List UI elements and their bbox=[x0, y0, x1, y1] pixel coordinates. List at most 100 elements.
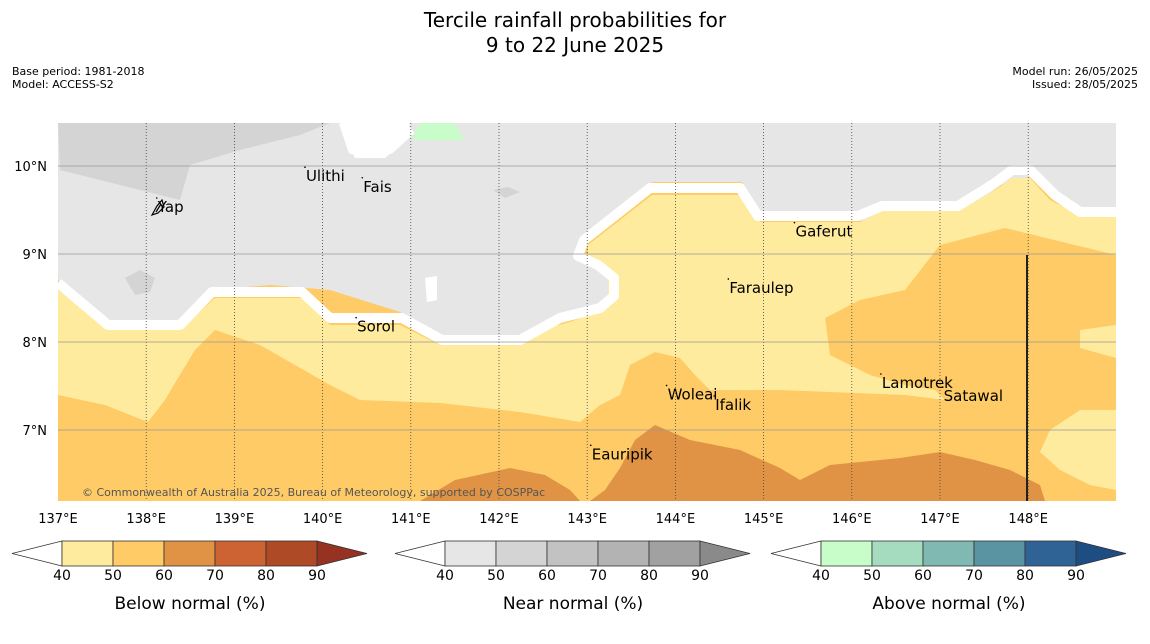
lon-tick-label: 138°E bbox=[126, 512, 166, 527]
place-marker bbox=[941, 386, 944, 389]
colorbar-near-normal-ticks: 40 50 60 70 80 90 bbox=[393, 568, 753, 588]
base-period: Base period: 1981-2018 bbox=[12, 65, 145, 78]
colorbar-near-normal-swatches bbox=[394, 540, 751, 567]
colorbar-swatch bbox=[163, 540, 216, 567]
colorbar-below-normal-label: Below normal (%) bbox=[114, 594, 266, 614]
place-label: Fais bbox=[363, 178, 392, 196]
below-normal-60-70-region-west bbox=[420, 468, 580, 501]
place-label: Faraulep bbox=[729, 279, 793, 297]
colorbar-tick-label: 70 bbox=[206, 568, 224, 584]
colorbar-extend-low bbox=[11, 540, 63, 567]
place-marker bbox=[665, 384, 668, 387]
colorbar-tick-label: 50 bbox=[104, 568, 122, 584]
colorbar-swatch bbox=[495, 540, 548, 567]
white-gap-islet bbox=[425, 276, 437, 302]
colorbar-extend-low bbox=[770, 540, 822, 567]
colorbar-swatch bbox=[546, 540, 599, 567]
longitude-gridlines bbox=[145, 123, 1029, 501]
near-normal-50-60-patch bbox=[125, 270, 155, 295]
lon-tick-label: 141°E bbox=[391, 512, 431, 527]
colorbar-swatch bbox=[1024, 540, 1077, 567]
lon-tick-label: 147°E bbox=[920, 512, 960, 527]
colorbar-above-normal-ticks: 40 50 60 70 80 90 bbox=[769, 568, 1129, 588]
colorbar-near-normal-label: Near normal (%) bbox=[502, 594, 644, 614]
colorbar-tick-label: 60 bbox=[538, 568, 556, 584]
place-label: Ifalik bbox=[715, 396, 751, 414]
colorbar-tick-label: 40 bbox=[53, 568, 71, 584]
place-labels: Ulithi Fais Yap Gaferut Faraulep Sorol Lamotre… bbox=[155, 166, 1003, 463]
colorbar-swatch bbox=[112, 540, 165, 567]
near-normal-50-60-patch-2 bbox=[493, 187, 520, 198]
place-marker bbox=[361, 176, 364, 179]
colorbar-swatch bbox=[820, 540, 873, 567]
colorbar-swatch bbox=[871, 540, 924, 567]
place-label: Woleai bbox=[668, 385, 718, 403]
white-contour-edge-north bbox=[339, 123, 415, 154]
place-marker bbox=[880, 373, 882, 375]
metadata-right: Model run: 26/05/2025 Issued: 28/05/2025 bbox=[1012, 65, 1138, 91]
colorbar-swatch bbox=[61, 540, 114, 567]
place-label: Gaferut bbox=[795, 223, 852, 241]
colorbar-tick-label: 90 bbox=[308, 568, 326, 584]
colorbar-extend-low bbox=[394, 540, 446, 567]
colorbar-below-normal-swatches bbox=[11, 540, 368, 567]
colorbar-swatch bbox=[922, 540, 975, 567]
lat-tick-label: 10°N bbox=[14, 160, 47, 175]
colorbar-extend-high bbox=[1075, 540, 1127, 567]
below-normal-60-70-region bbox=[590, 425, 1045, 501]
colorbar-extend-high bbox=[699, 540, 751, 567]
colorbar-tick-label: 60 bbox=[914, 568, 932, 584]
issued-date: Issued: 28/05/2025 bbox=[1031, 78, 1138, 91]
colorbar-tick-label: 60 bbox=[155, 568, 173, 584]
colorbar-extend-high bbox=[316, 540, 368, 567]
title-line-1: Tercile rainfall probabilities for bbox=[423, 8, 727, 32]
place-marker bbox=[155, 197, 158, 199]
colorbar-swatch bbox=[648, 540, 701, 567]
colorbar-tick-label: 80 bbox=[257, 568, 275, 584]
colorbar-tick-label: 80 bbox=[640, 568, 658, 584]
lon-tick-label: 146°E bbox=[832, 512, 872, 527]
place-label: Satawal bbox=[944, 387, 1003, 405]
latitude-gridlines bbox=[58, 165, 1116, 431]
chart-title: Tercile rainfall probabilities for 9 to … bbox=[0, 8, 1150, 58]
place-marker bbox=[713, 395, 716, 397]
near-normal-50-60-region bbox=[58, 123, 330, 200]
lon-tick-label: 144°E bbox=[656, 512, 696, 527]
near-normal-40-50-region bbox=[58, 123, 1116, 337]
model-name: Model: ACCESS-S2 bbox=[12, 78, 114, 91]
lon-tick-label: 137°E bbox=[38, 512, 78, 527]
colorbar-swatch bbox=[597, 540, 650, 567]
lon-tick-label: 139°E bbox=[215, 512, 255, 527]
colorbar-above-normal: 40 50 60 70 80 90 Above normal (%) bbox=[769, 538, 1129, 628]
colorbar-swatch bbox=[444, 540, 497, 567]
lon-tick-label: 145°E bbox=[744, 512, 784, 527]
place-label: Yap bbox=[157, 198, 184, 216]
colorbar-above-normal-swatches bbox=[770, 540, 1127, 567]
lat-tick-label: 8°N bbox=[23, 336, 48, 351]
colorbar-below-normal-ticks: 40 50 60 70 80 90 bbox=[10, 568, 370, 588]
place-label: Sorol bbox=[357, 318, 395, 336]
colorbar-tick-label: 40 bbox=[812, 568, 830, 584]
colorbar-above-normal-label: Above normal (%) bbox=[872, 594, 1026, 614]
place-marker bbox=[304, 166, 306, 168]
place-marker bbox=[589, 444, 592, 447]
above-normal-40-50-region bbox=[412, 123, 465, 140]
lon-tick-label: 143°E bbox=[567, 512, 607, 527]
white-contour-edge bbox=[58, 165, 1116, 345]
colorbar-tick-label: 70 bbox=[589, 568, 607, 584]
model-run: Model run: 26/05/2025 bbox=[1012, 65, 1138, 78]
yap-island-shape bbox=[150, 198, 165, 217]
lat-tick-label: 7°N bbox=[23, 424, 48, 439]
lat-tick-label: 9°N bbox=[23, 248, 48, 263]
colorbar-tick-label: 70 bbox=[965, 568, 983, 584]
colorbar-tick-label: 90 bbox=[691, 568, 709, 584]
lon-tick-label: 140°E bbox=[303, 512, 343, 527]
probability-map: Ulithi Fais Yap Gaferut Faraulep Sorol Lamotre… bbox=[14, 123, 1116, 527]
colorbar-swatch bbox=[214, 540, 267, 567]
place-marker bbox=[355, 316, 357, 319]
colorbar-tick-label: 50 bbox=[487, 568, 505, 584]
colorbar-below-normal: 40 50 60 70 80 90 Below normal (%) bbox=[10, 538, 370, 628]
below-normal-40-50-patch-east bbox=[1080, 325, 1116, 358]
place-marker bbox=[793, 221, 796, 224]
latitude-tick-labels: 10°N 9°N 8°N 7°N bbox=[14, 160, 47, 439]
